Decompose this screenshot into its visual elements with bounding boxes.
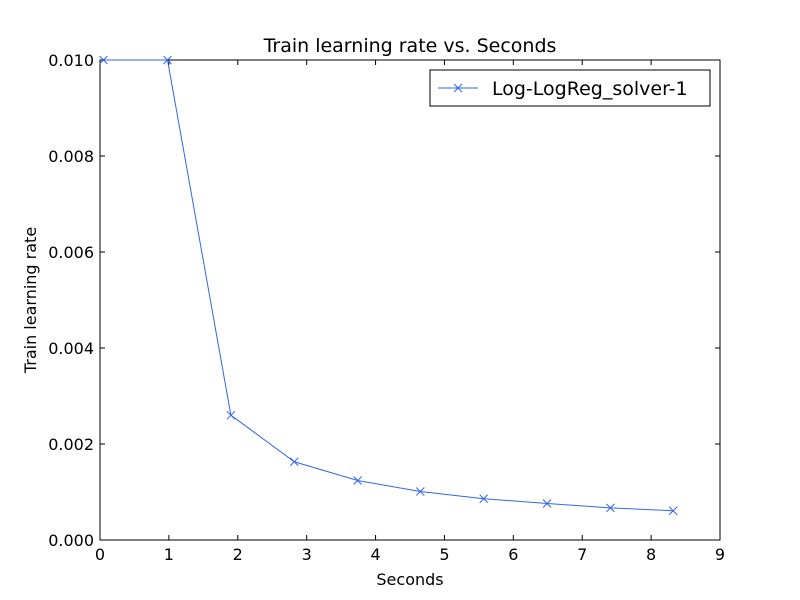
- y-tick-label: 0.006: [48, 243, 94, 262]
- legend-label: Log-LogReg_solver-1: [492, 78, 688, 100]
- axis-ticks: [99, 59, 721, 541]
- y-axis-label: Train learning rate: [21, 227, 40, 374]
- data-point-marker: [606, 503, 615, 513]
- data-point-marker: [163, 55, 172, 65]
- y-tick-label: 0.004: [48, 339, 94, 358]
- data-point-marker: [542, 499, 552, 508]
- x-axis-label: Seconds: [376, 570, 443, 589]
- legend-marker: [453, 83, 463, 93]
- y-tick-label: 0.010: [48, 51, 94, 70]
- chart-title: Train learning rate vs. Seconds: [263, 35, 557, 57]
- series-group: [99, 55, 678, 516]
- data-point-marker: [415, 487, 425, 496]
- data-point-marker: [668, 506, 678, 516]
- x-tick-label: 7: [577, 545, 587, 564]
- x-tick-label: 3: [302, 545, 312, 564]
- y-tick-label: 0.000: [48, 531, 94, 550]
- y-tick-label: 0.008: [48, 147, 94, 166]
- y-tick-labels: 0.000 0.002 0.004 0.006 0.008 0.010: [48, 51, 94, 550]
- y-tick-label: 0.002: [48, 435, 94, 454]
- series-line: [103, 59, 674, 512]
- x-tick-labels: 0 1 2 3 4 5 6 7 8 9: [95, 545, 725, 564]
- x-tick-label: 1: [164, 545, 174, 564]
- legend: Log-LogReg_solver-1: [429, 69, 711, 107]
- x-tick-label: 8: [646, 545, 656, 564]
- x-tick-label: 4: [370, 545, 380, 564]
- x-tick-label: 5: [439, 545, 449, 564]
- plot-area: [99, 59, 721, 541]
- data-point-marker: [289, 457, 299, 467]
- x-tick-label: 6: [508, 545, 518, 564]
- data-point-marker: [479, 494, 489, 504]
- x-tick-label: 0: [95, 545, 105, 564]
- x-tick-label: 2: [233, 545, 243, 564]
- data-point-marker: [353, 476, 362, 485]
- data-point-marker: [99, 55, 108, 65]
- data-point-marker: [226, 410, 236, 420]
- x-tick-label: 9: [715, 545, 725, 564]
